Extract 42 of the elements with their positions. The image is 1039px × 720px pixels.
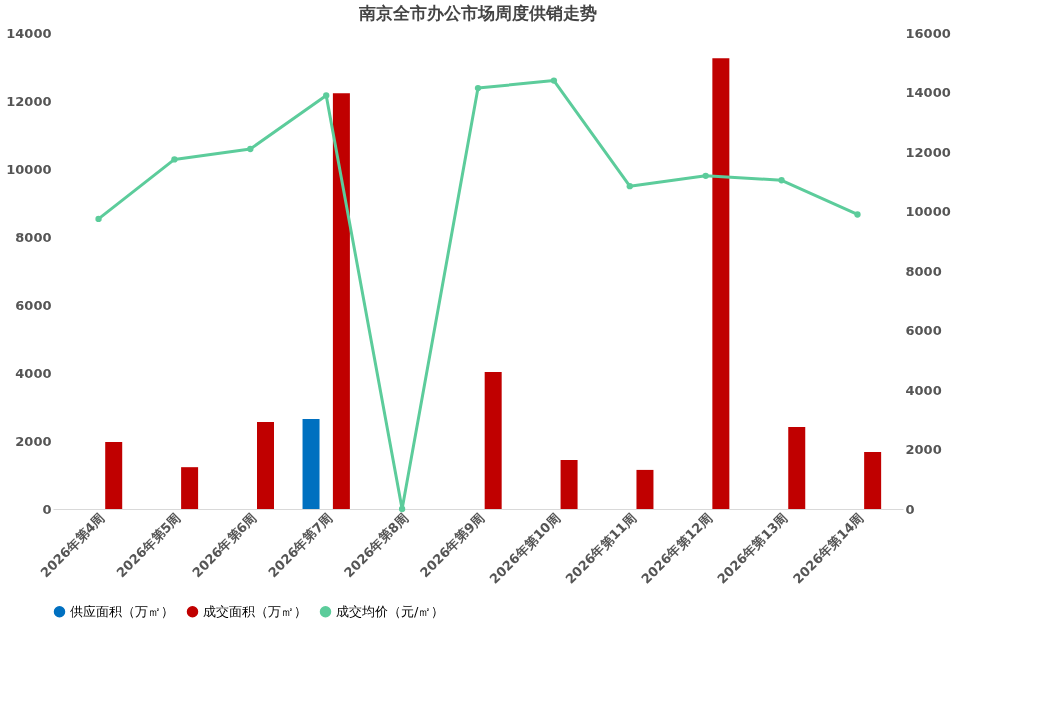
y2-tick-label: 10000: [905, 204, 951, 219]
y2-tick-label: 8000: [905, 263, 942, 279]
y2-tick-label: 2000: [905, 442, 942, 457]
y-tick-label: 6000: [15, 297, 52, 313]
y2-tick-label: 12000: [905, 144, 951, 160]
point: [626, 183, 633, 190]
point: [702, 172, 709, 179]
y-tick-label: 0: [42, 501, 52, 517]
chart-title: 南京全市办公市场周度供销走势: [358, 3, 597, 23]
y2-tick-label: 16000: [905, 25, 951, 41]
bar: [332, 93, 350, 509]
y-tick-label: 10000: [6, 161, 52, 177]
bar: [302, 418, 320, 509]
y-tick-label: 4000: [15, 365, 52, 381]
y-tick-label: 12000: [6, 93, 52, 109]
y-tick-label: 14000: [6, 25, 52, 41]
y-tick-label: 2000: [15, 433, 52, 449]
bar: [105, 442, 123, 509]
bar: [484, 371, 502, 509]
point: [778, 177, 785, 184]
y2-tick-label: 0: [905, 501, 915, 517]
point: [171, 156, 178, 163]
point: [854, 211, 861, 218]
point: [95, 215, 102, 223]
y2-tick-label: 6000: [905, 323, 942, 338]
bar: [788, 427, 806, 509]
point: [550, 77, 558, 84]
bar: [257, 421, 274, 509]
y2-tick-label: 4000: [905, 382, 942, 398]
legend-label: 成交均价（元/㎡）: [336, 603, 445, 619]
point: [474, 84, 482, 92]
bar: [181, 467, 199, 509]
point: [323, 92, 330, 99]
legend-label: 成交面积（万㎡）: [203, 603, 307, 619]
bar: [712, 58, 730, 509]
bar: [560, 460, 578, 509]
bar: [864, 451, 882, 509]
bar: [636, 469, 654, 509]
y-tick-label: 8000: [15, 229, 52, 245]
point: [247, 145, 254, 153]
y2-tick-label: 14000: [905, 85, 951, 100]
legend-label: 供应面积（万㎡）: [70, 603, 174, 619]
